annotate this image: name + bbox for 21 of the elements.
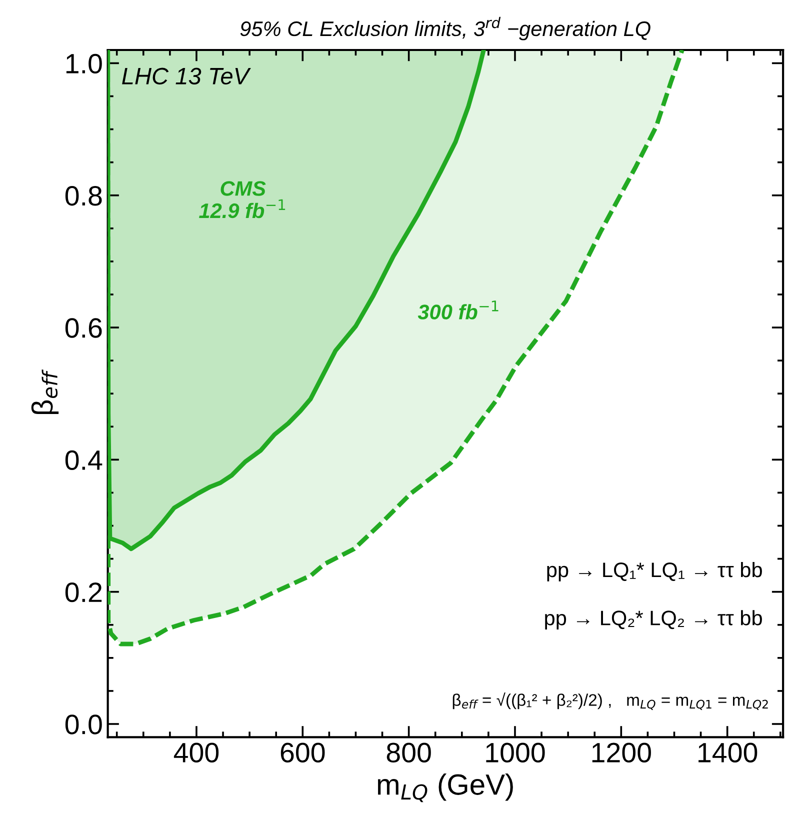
annotation: 300 fb$^{−1}$ <box>418 300 498 320</box>
annotation: LHC 13 TeV <box>122 68 251 85</box>
x-axis-title: m$_{LQ}$ (GeV) <box>378 774 513 802</box>
x-tick-label: 800 <box>386 742 431 762</box>
y-tick-label: 0.8 <box>65 186 102 206</box>
annotation: β$_{eff}$ = √((β₁² + β₂²)/2) , m$_{LQ}$ = m$_{LQ1}$ = m$_{LQ2}$ <box>452 692 768 710</box>
y-tick-label: 0.2 <box>65 582 102 602</box>
chart-title: 95% CL Exclusion limits, 3$^{rd}$ −generation LQ <box>240 16 650 40</box>
y-tick-label: 0.4 <box>65 450 102 470</box>
x-tick-label: 400 <box>174 742 219 762</box>
y-axis-title: β$_{eff}$ <box>31 369 59 414</box>
annotation: CMS 12.9 fb$^{−1}$ <box>199 181 286 218</box>
x-tick-label: 600 <box>280 742 325 762</box>
x-tick-label: 1400 <box>698 742 758 762</box>
y-tick-label: 0.0 <box>65 714 102 734</box>
y-tick-label: 0.6 <box>65 318 102 338</box>
annotation: pp → LQ₂* LQ₂ → ττ bb <box>545 610 762 630</box>
y-tick-label: 1.0 <box>66 54 102 74</box>
annotation: pp → LQ₁* LQ₁ → ττ bb <box>547 562 762 582</box>
x-tick-label: 1200 <box>592 742 651 762</box>
x-tick-label: 1000 <box>486 742 545 762</box>
